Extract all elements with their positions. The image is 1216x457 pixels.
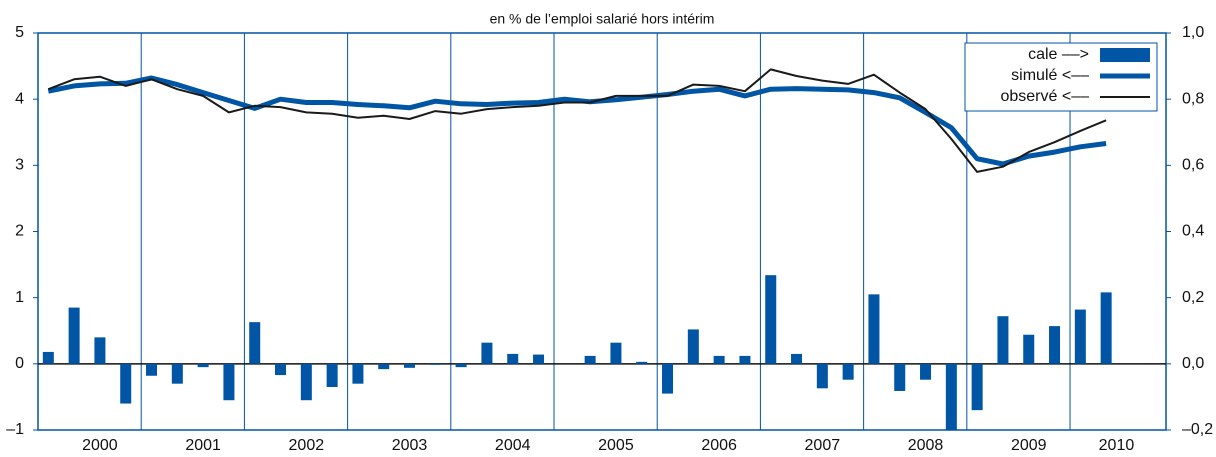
bar [920, 363, 932, 380]
bar [197, 363, 209, 368]
y2-tick-label: 0,0 [1182, 355, 1204, 372]
bar [481, 342, 493, 364]
bar [687, 329, 699, 364]
bar [378, 363, 390, 370]
legend-label: simulé <–– [1011, 67, 1089, 84]
bar [868, 294, 880, 364]
bar [68, 307, 80, 364]
chart-title: en % de l’emploi salarié hors intérim [490, 11, 715, 27]
y-tick-label: –1 [6, 421, 24, 438]
plot-frame [37, 32, 1167, 431]
y-tick-label: 5 [15, 24, 24, 41]
y2-tick-label: 1,0 [1182, 24, 1204, 41]
bar [739, 355, 751, 364]
x-tick-label: 2003 [392, 437, 428, 454]
bar [249, 322, 261, 364]
x-tick-label: 2009 [1011, 437, 1047, 454]
line [47, 68, 1107, 173]
bar [816, 363, 828, 389]
y2-tick-label: 0,4 [1182, 223, 1204, 240]
bar [636, 361, 648, 364]
y2-tick-label: 0,6 [1182, 157, 1204, 174]
y-tick-label: 4 [15, 90, 24, 107]
bar [171, 363, 183, 384]
x-tick-label: 2002 [289, 437, 325, 454]
x-tick-label: 2000 [82, 437, 118, 454]
bar [713, 355, 725, 364]
x-tick-label: 2004 [495, 437, 531, 454]
bar [765, 275, 777, 364]
x-tick-label: 2010 [1099, 437, 1135, 454]
bar [300, 363, 312, 401]
y-tick-label: 0 [15, 355, 24, 372]
bar [791, 353, 803, 364]
bar [404, 363, 416, 368]
bar [120, 363, 132, 404]
bar [94, 337, 106, 364]
bar [352, 363, 364, 384]
bar [971, 363, 983, 411]
line [47, 75, 1107, 167]
bar [584, 355, 596, 364]
bar [429, 363, 441, 365]
bar [610, 342, 622, 364]
bar [42, 351, 54, 364]
bar [1023, 334, 1035, 364]
bar [507, 353, 519, 364]
y2-tick-label: 0,8 [1182, 90, 1204, 107]
bar [662, 363, 674, 394]
x-tick-label: 2005 [598, 437, 634, 454]
x-tick-label: 2008 [908, 437, 944, 454]
bar [533, 354, 545, 364]
y-tick-label: 2 [15, 223, 24, 240]
x-tick-label: 2007 [805, 437, 841, 454]
bar [455, 363, 467, 368]
bar [1049, 326, 1061, 364]
legend-label: observé <–– [1000, 88, 1089, 105]
bar [326, 363, 338, 387]
y-tick-label: 1 [15, 289, 24, 306]
x-tick-label: 2006 [701, 437, 737, 454]
bar [945, 363, 957, 430]
bar [842, 363, 854, 380]
bar [997, 316, 1009, 364]
y2-tick-label: 0,2 [1182, 289, 1204, 306]
bar [1100, 292, 1112, 364]
y-tick-label: 3 [15, 157, 24, 174]
bar [223, 363, 235, 401]
x-tick-label: 2001 [185, 437, 221, 454]
bar [1074, 309, 1086, 364]
bar [894, 363, 906, 391]
bar [275, 363, 287, 376]
y2-tick-label: –0,2 [1182, 421, 1213, 438]
legend-swatch [1100, 48, 1150, 62]
bar [146, 363, 158, 376]
legend-label: cale ––> [1028, 46, 1089, 63]
